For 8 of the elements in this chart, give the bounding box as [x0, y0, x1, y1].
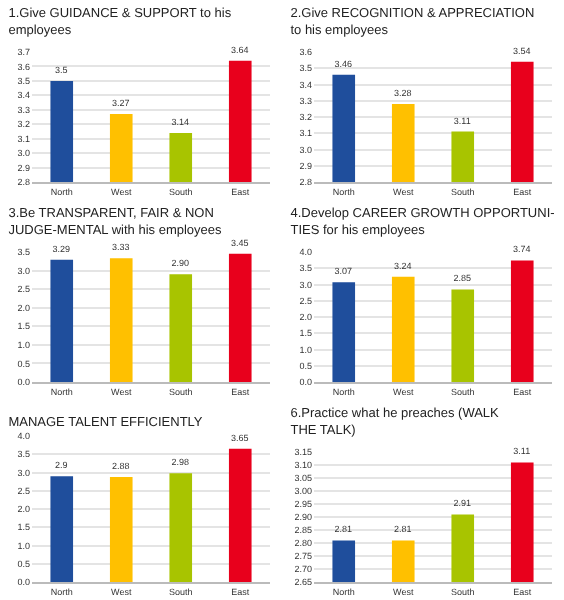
bar — [391, 276, 415, 382]
bar — [169, 473, 193, 582]
bar — [510, 260, 534, 382]
bar — [109, 476, 133, 582]
bar — [228, 448, 252, 582]
bar — [50, 476, 74, 582]
bar — [332, 282, 356, 382]
bar — [451, 289, 475, 382]
